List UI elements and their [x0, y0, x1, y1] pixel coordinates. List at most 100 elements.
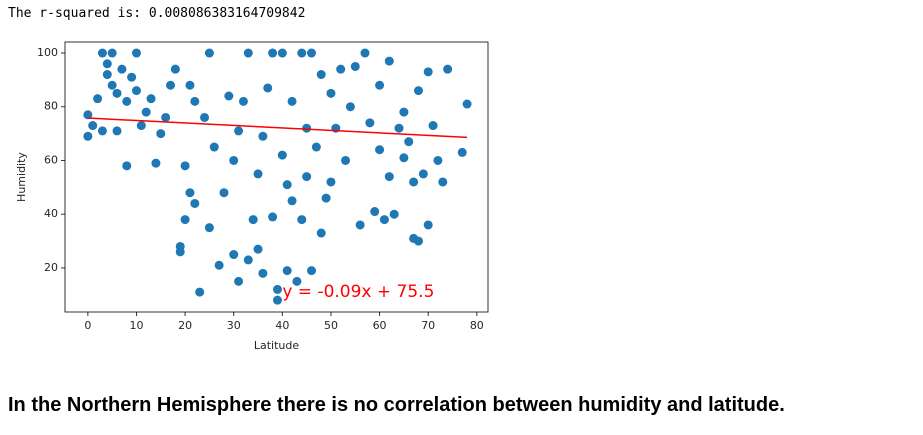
scatter-point	[166, 80, 176, 90]
scatter-point	[136, 121, 146, 131]
scatter-point	[375, 145, 385, 155]
x-tick-label: 0	[84, 319, 91, 332]
scatter-point	[151, 158, 161, 168]
scatter-point	[234, 126, 244, 136]
scatter-point	[438, 177, 448, 187]
y-axis-label: Humidity	[15, 152, 28, 202]
scatter-point	[107, 48, 117, 58]
scatter-point	[423, 220, 433, 230]
scatter-point	[268, 48, 278, 58]
scatter-point	[219, 188, 229, 198]
scatter-point	[190, 96, 200, 106]
scatter-point	[384, 56, 394, 66]
scatter-point	[326, 177, 336, 187]
scatter-point	[277, 150, 287, 160]
scatter-point	[112, 88, 122, 98]
scatter-point	[399, 153, 409, 163]
x-tick-label: 10	[129, 319, 143, 332]
regression-line	[87, 117, 468, 139]
scatter-point	[102, 70, 112, 80]
scatter-point	[234, 276, 244, 286]
scatter-point	[204, 223, 214, 233]
scatter-point	[112, 126, 122, 136]
scatter-point	[277, 48, 287, 58]
scatter-point	[127, 72, 137, 82]
scatter-point	[409, 177, 419, 187]
scatter-point	[307, 266, 317, 276]
x-tick-label: 20	[178, 319, 192, 332]
scatter-point	[258, 131, 268, 141]
scatter-point	[345, 102, 355, 112]
scatter-point	[122, 161, 132, 171]
scatter-point	[272, 284, 282, 294]
scatter-point	[146, 94, 156, 104]
scatter-point	[204, 48, 214, 58]
scatter-point	[131, 48, 141, 58]
scatter-point	[292, 276, 302, 286]
scatter-point	[370, 207, 380, 217]
scatter-point	[302, 123, 312, 133]
x-axis-label: Latitude	[254, 339, 300, 352]
scatter-point	[170, 64, 180, 74]
scatter-point	[195, 287, 205, 297]
scatter-point	[418, 169, 428, 179]
x-tick-label: 30	[227, 319, 241, 332]
scatter-point	[161, 112, 171, 122]
scatter-point	[375, 80, 385, 90]
scatter-point	[350, 61, 360, 71]
scatter-point	[307, 48, 317, 58]
plot-frame	[64, 41, 489, 313]
scatter-point	[83, 110, 93, 120]
scatter-point	[238, 96, 248, 106]
chart: 0 10 20 30 40 50 60 70 80 20 40 60 80 100 Latitude Humi…	[15, 41, 489, 352]
scatter-point	[268, 212, 278, 222]
annotation: y = -0.09x + 75.5	[282, 282, 434, 302]
scatter-point	[297, 48, 307, 58]
x-tick-label: 40	[275, 319, 289, 332]
y-tick-label: 80	[44, 100, 58, 113]
scatter-point	[83, 131, 93, 141]
scatter-point	[462, 99, 472, 109]
scatter-point	[389, 209, 399, 219]
scatter-point	[379, 215, 389, 225]
scatter-point	[156, 129, 166, 139]
scatter-point	[243, 255, 253, 265]
scatter-point	[433, 155, 443, 165]
y-tick-label: 20	[44, 261, 58, 274]
scatter-point	[282, 180, 292, 190]
scatter-point	[200, 112, 210, 122]
scatter-point	[311, 142, 321, 152]
scatter-point	[214, 260, 224, 270]
scatter-point	[428, 121, 438, 131]
scatter-point	[404, 137, 414, 147]
x-tick-label: 50	[324, 319, 338, 332]
scatter-point	[394, 123, 404, 133]
scatter-point	[263, 83, 273, 93]
x-tick-label: 60	[373, 319, 387, 332]
scatter-point	[185, 80, 195, 90]
scatter-point	[107, 80, 117, 90]
scatter-point	[287, 96, 297, 106]
scatter-point	[141, 107, 151, 117]
scatter-point	[355, 220, 365, 230]
scatter-point	[287, 196, 297, 206]
scatter-point	[97, 48, 107, 58]
scatter-point	[185, 188, 195, 198]
scatter-point	[248, 215, 258, 225]
scatter-point	[131, 86, 141, 96]
scatter-point	[258, 268, 268, 278]
scatter-point	[97, 126, 107, 136]
y-tick-label: 60	[44, 153, 58, 166]
scatter-point	[413, 236, 423, 246]
scatter-point	[102, 59, 112, 69]
scatter-point	[122, 96, 132, 106]
output-text: The r-squared is: 0.008086383164709842	[8, 6, 306, 21]
scatter-point	[341, 155, 351, 165]
scatter-point	[88, 121, 98, 131]
scatter-point	[336, 64, 346, 74]
scatter-point	[175, 247, 185, 257]
scatter-point	[423, 67, 433, 77]
scatter-point	[243, 48, 253, 58]
scatter-point	[360, 48, 370, 58]
